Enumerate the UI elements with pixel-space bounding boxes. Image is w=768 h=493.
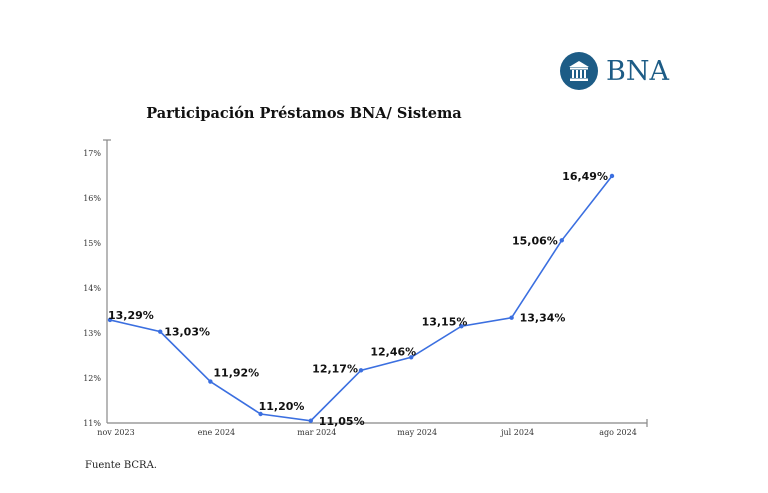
data-label: 12,46% (370, 345, 416, 358)
y-tick-label: 13% (83, 329, 101, 338)
y-tick-label: 16% (83, 194, 101, 203)
data-point (609, 173, 615, 179)
data-label: 11,05% (319, 415, 365, 428)
data-label: 11,20% (259, 400, 305, 413)
y-tick-label: 12% (83, 374, 101, 383)
x-tick-label: ene 2024 (198, 428, 236, 437)
data-point (509, 315, 514, 320)
y-tick-label: 15% (83, 239, 101, 248)
data-point (308, 418, 313, 423)
data-point (559, 238, 564, 243)
x-tick-label: jul 2024 (500, 428, 534, 437)
data-label: 13,29% (108, 309, 154, 322)
series-line (109, 175, 613, 422)
bna-logo: BNA (560, 52, 669, 90)
data-point (358, 368, 364, 373)
source-note: Fuente BCRA. (85, 460, 157, 471)
data-label: 13,15% (422, 315, 468, 328)
x-tick-label: mar 2024 (297, 428, 336, 437)
y-tick-label: 17% (83, 149, 101, 158)
data-point (158, 329, 163, 334)
data-label: 13,03% (164, 326, 210, 339)
data-point (459, 324, 464, 329)
data-label: 11,92% (213, 367, 259, 380)
data-label: 15,06% (512, 234, 558, 247)
y-tick-label: 11% (83, 419, 101, 428)
x-tick-label: nov 2023 (97, 428, 134, 437)
data-point (208, 379, 213, 384)
logo-text: BNA (606, 55, 669, 87)
x-tick-label: may 2024 (397, 428, 437, 437)
chart-title: Participación Préstamos BNA/ Sistema (146, 105, 462, 122)
x-tick-label: ago 2024 (599, 428, 637, 437)
y-tick-label: 14% (83, 284, 101, 293)
data-label: 16,49% (562, 170, 608, 183)
bank-building-icon (560, 52, 598, 90)
data-point (258, 411, 263, 417)
data-label: 12,17% (312, 362, 358, 375)
data-label: 13,34% (520, 312, 566, 325)
data-point (107, 317, 113, 323)
data-point (409, 355, 414, 360)
